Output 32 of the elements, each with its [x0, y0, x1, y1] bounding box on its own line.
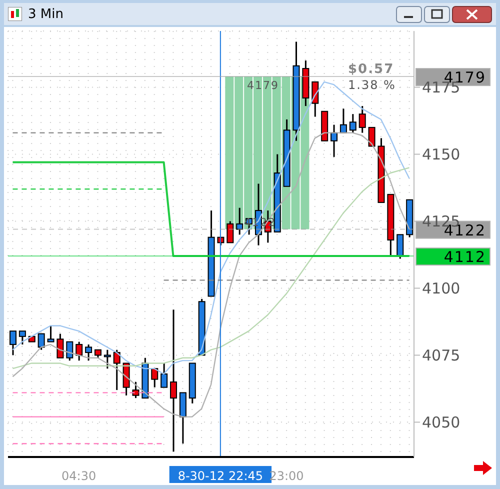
candlestick: [349, 113, 356, 134]
candlestick: [396, 234, 404, 260]
candlestick: [66, 341, 74, 362]
y-tick-label: 4050: [422, 413, 460, 432]
candlestick: [358, 105, 366, 134]
annotation: 4122: [244, 216, 276, 229]
x-tick-label: 04:30: [62, 469, 96, 483]
candlestick: [76, 341, 83, 362]
candlestick: [236, 207, 244, 236]
candlestick: [330, 124, 338, 158]
y-tick-label: 4100: [422, 280, 460, 298]
y-tick-label: 4075: [422, 346, 460, 365]
candlestick: [312, 81, 319, 118]
annotation: $0.57: [348, 62, 394, 77]
candlestick: [132, 381, 140, 399]
y-tick-label: 4150: [422, 146, 460, 164]
candlestick: [104, 349, 111, 370]
candlestick: [18, 330, 26, 346]
candlestick: [85, 344, 92, 362]
candlestick: [226, 220, 234, 244]
annotation: 1.38 %: [348, 78, 396, 92]
candlestick: [160, 362, 168, 388]
candlestick: [113, 349, 120, 391]
candlestick: [151, 368, 158, 388]
candlestick: [38, 333, 45, 351]
candlestick: [47, 324, 54, 343]
x-tick-label: 8-30-12 22:45: [178, 469, 264, 483]
candlestick: [56, 333, 64, 359]
ref-line-label: 4112: [444, 248, 486, 266]
line-series: [12, 167, 410, 370]
chart-title: 3 Min: [28, 6, 64, 22]
candlestick: [10, 330, 16, 356]
